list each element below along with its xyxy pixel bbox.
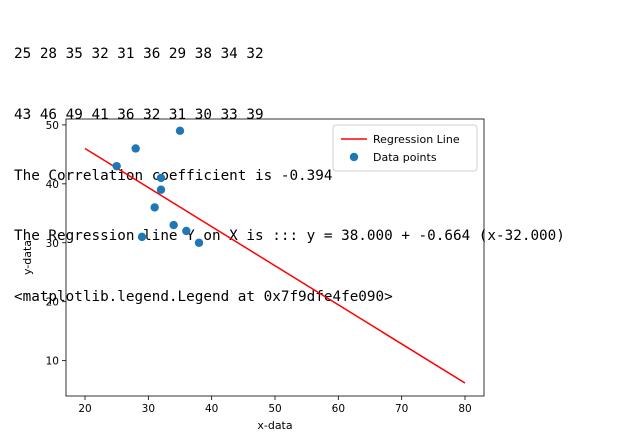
y-tick-label: 50 [46, 120, 59, 132]
legend-point-swatch [349, 152, 359, 162]
legend-box [332, 124, 478, 172]
output-line-correlation: The Correlation coefficient is -0.394 [14, 167, 333, 184]
data-point [156, 185, 166, 194]
legend: Regression Line Data points [332, 124, 478, 172]
y-tick-label: 40 [46, 179, 59, 191]
x-tick-label: 20 [78, 403, 91, 415]
regression-line [84, 147, 466, 384]
x-tick-label: 40 [205, 403, 218, 415]
data-point [194, 238, 204, 247]
data-point [150, 203, 159, 212]
x-tick-label: 70 [395, 403, 408, 415]
x-axis-label: x-data [257, 419, 292, 432]
output-line-legend-repr: <matplotlib.legend.Legend at 0x7f9dfe4fe… [14, 288, 393, 305]
data-point [156, 173, 166, 183]
y-tick-label: 30 [46, 238, 59, 250]
y-axis-label: y-data [21, 240, 34, 275]
y-tick-label: 10 [46, 356, 59, 368]
x-tick-label: 50 [268, 403, 281, 415]
data-point [131, 144, 140, 153]
data-point [182, 226, 191, 236]
x-tick-label: 80 [458, 403, 471, 415]
data-point [137, 232, 147, 242]
x-tick-label: 30 [142, 403, 155, 415]
data-point [112, 161, 121, 171]
x-tick-label: 60 [332, 403, 345, 415]
legend-label-regression: Regression Line [373, 133, 460, 146]
legend-label-points: Data points [373, 151, 437, 164]
data-point [175, 126, 185, 135]
output-line-regression: The Regression line Y on X is ::: y = 38… [14, 228, 565, 245]
y-tick-label: 20 [46, 297, 59, 309]
data-point [169, 220, 178, 230]
output-line-x-values: 25 28 35 32 31 36 29 38 34 32 [14, 46, 264, 63]
